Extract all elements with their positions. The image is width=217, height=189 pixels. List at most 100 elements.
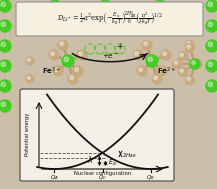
Circle shape xyxy=(174,61,178,64)
Circle shape xyxy=(138,102,148,112)
Circle shape xyxy=(144,42,148,46)
Circle shape xyxy=(27,58,30,61)
Circle shape xyxy=(154,76,158,80)
Circle shape xyxy=(1,22,6,27)
Circle shape xyxy=(68,74,78,84)
Circle shape xyxy=(0,20,11,32)
Circle shape xyxy=(51,2,56,7)
Circle shape xyxy=(208,22,213,27)
Circle shape xyxy=(208,2,213,7)
Circle shape xyxy=(152,124,155,127)
Circle shape xyxy=(74,22,79,27)
Circle shape xyxy=(0,80,11,92)
Circle shape xyxy=(156,2,161,7)
Circle shape xyxy=(67,120,71,123)
Text: $\lambda$: $\lambda$ xyxy=(87,154,94,165)
Circle shape xyxy=(59,98,62,101)
Circle shape xyxy=(152,112,156,115)
Circle shape xyxy=(206,60,217,72)
Circle shape xyxy=(146,55,158,67)
Circle shape xyxy=(192,60,202,68)
Circle shape xyxy=(1,82,6,87)
Circle shape xyxy=(0,0,11,12)
Circle shape xyxy=(58,40,68,50)
Circle shape xyxy=(137,66,147,76)
Circle shape xyxy=(180,53,183,57)
Circle shape xyxy=(163,52,166,56)
Circle shape xyxy=(182,26,185,29)
Circle shape xyxy=(206,0,217,12)
Circle shape xyxy=(124,20,136,32)
Circle shape xyxy=(49,50,59,60)
Circle shape xyxy=(158,119,168,128)
Circle shape xyxy=(190,59,200,69)
Text: $Q_B$: $Q_B$ xyxy=(146,173,155,182)
Circle shape xyxy=(103,120,111,128)
Circle shape xyxy=(58,97,66,105)
Circle shape xyxy=(206,20,217,32)
Circle shape xyxy=(150,110,160,120)
Circle shape xyxy=(179,51,187,60)
Text: Fe$^{2+}$: Fe$^{2+}$ xyxy=(157,65,177,77)
Circle shape xyxy=(64,57,69,62)
Circle shape xyxy=(58,122,66,132)
Circle shape xyxy=(186,75,194,84)
Text: Potential energy: Potential energy xyxy=(25,112,30,156)
Text: +e$^-$: +e$^-$ xyxy=(102,51,118,60)
Circle shape xyxy=(194,61,197,64)
Circle shape xyxy=(55,68,59,71)
Circle shape xyxy=(144,120,147,123)
Circle shape xyxy=(0,60,11,72)
Circle shape xyxy=(124,127,132,135)
Circle shape xyxy=(187,77,191,81)
Circle shape xyxy=(59,124,62,127)
Circle shape xyxy=(180,69,183,72)
Circle shape xyxy=(192,61,196,64)
Circle shape xyxy=(104,121,107,124)
Circle shape xyxy=(140,104,143,108)
Circle shape xyxy=(142,40,152,50)
Circle shape xyxy=(82,128,85,131)
Circle shape xyxy=(77,50,87,60)
Circle shape xyxy=(0,100,11,112)
Circle shape xyxy=(139,68,143,71)
Circle shape xyxy=(208,82,213,87)
Circle shape xyxy=(154,0,166,12)
Circle shape xyxy=(206,80,217,92)
Circle shape xyxy=(26,75,34,83)
Circle shape xyxy=(73,66,83,76)
Circle shape xyxy=(186,40,194,48)
Circle shape xyxy=(101,22,106,27)
Text: $2H_{AB}$: $2H_{AB}$ xyxy=(123,151,137,160)
Circle shape xyxy=(79,52,82,56)
Text: $+$: $+$ xyxy=(116,41,124,51)
Circle shape xyxy=(135,52,138,56)
Circle shape xyxy=(101,2,106,7)
Circle shape xyxy=(70,76,74,80)
Circle shape xyxy=(161,50,171,60)
Text: $Q_C$: $Q_C$ xyxy=(98,173,107,182)
Text: Fe$^{3+}$: Fe$^{3+}$ xyxy=(42,65,62,77)
Circle shape xyxy=(49,119,59,128)
Circle shape xyxy=(81,127,89,135)
Circle shape xyxy=(49,0,61,12)
Circle shape xyxy=(133,50,143,60)
Circle shape xyxy=(99,0,111,12)
Circle shape xyxy=(27,76,30,79)
Circle shape xyxy=(126,22,131,27)
Circle shape xyxy=(46,102,54,112)
Text: $E_a$: $E_a$ xyxy=(107,158,116,169)
Circle shape xyxy=(152,98,155,101)
Circle shape xyxy=(187,45,191,48)
Circle shape xyxy=(208,42,213,47)
Circle shape xyxy=(187,41,190,44)
Circle shape xyxy=(66,119,74,128)
Circle shape xyxy=(151,122,159,132)
Circle shape xyxy=(186,43,194,53)
Circle shape xyxy=(62,55,74,67)
FancyBboxPatch shape xyxy=(16,2,203,36)
Circle shape xyxy=(71,104,74,108)
Circle shape xyxy=(143,119,151,128)
Circle shape xyxy=(59,112,62,115)
Circle shape xyxy=(125,128,128,131)
